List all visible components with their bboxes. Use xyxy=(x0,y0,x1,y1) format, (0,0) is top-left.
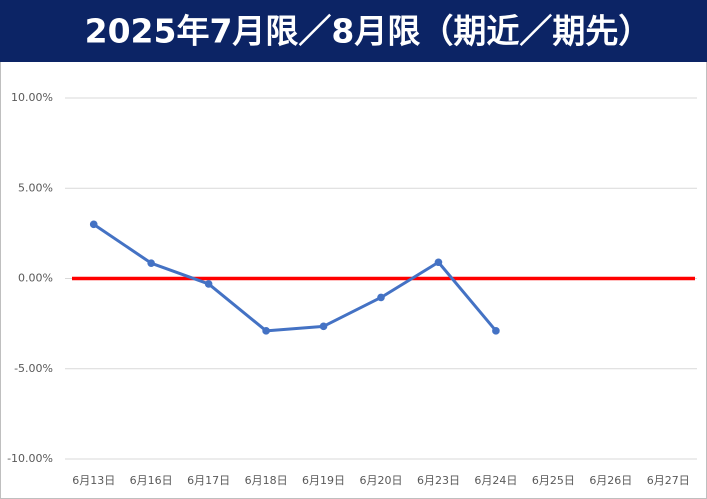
x-tick-label: 6月20日 xyxy=(360,474,403,487)
y-tick-label: 10.00% xyxy=(11,91,53,104)
x-tick-label: 6月25日 xyxy=(532,474,575,487)
title-banner xyxy=(0,0,707,62)
y-tick-label: -5.00% xyxy=(14,362,53,375)
y-tick-label: -10.00% xyxy=(7,452,53,465)
data-point xyxy=(262,327,270,335)
data-point xyxy=(204,280,213,288)
data-point xyxy=(89,220,98,229)
x-tick-label: 6月13日 xyxy=(72,474,115,487)
y-tick-label: 5.00% xyxy=(18,181,53,194)
data-point xyxy=(377,293,385,302)
data-point xyxy=(319,322,328,331)
x-tick-label: 6月18日 xyxy=(245,474,288,487)
y-tick-label: 0.00% xyxy=(18,272,53,285)
series-line xyxy=(92,223,498,333)
x-tick-label: 6月26日 xyxy=(589,474,632,487)
x-tick-label: 6月27日 xyxy=(647,474,690,487)
chart-title: 2025年7月限／8月限（期近／期先） xyxy=(85,12,652,51)
data-point xyxy=(147,259,155,267)
x-tick-label: 6月16日 xyxy=(130,474,173,487)
data-point xyxy=(434,258,443,267)
x-tick-label: 6月17日 xyxy=(187,474,230,487)
x-tick-label: 6月23日 xyxy=(417,474,460,487)
x-tick-label: 6月24日 xyxy=(474,474,517,487)
x-tick-label: 6月19日 xyxy=(302,474,345,487)
data-point xyxy=(492,327,500,335)
